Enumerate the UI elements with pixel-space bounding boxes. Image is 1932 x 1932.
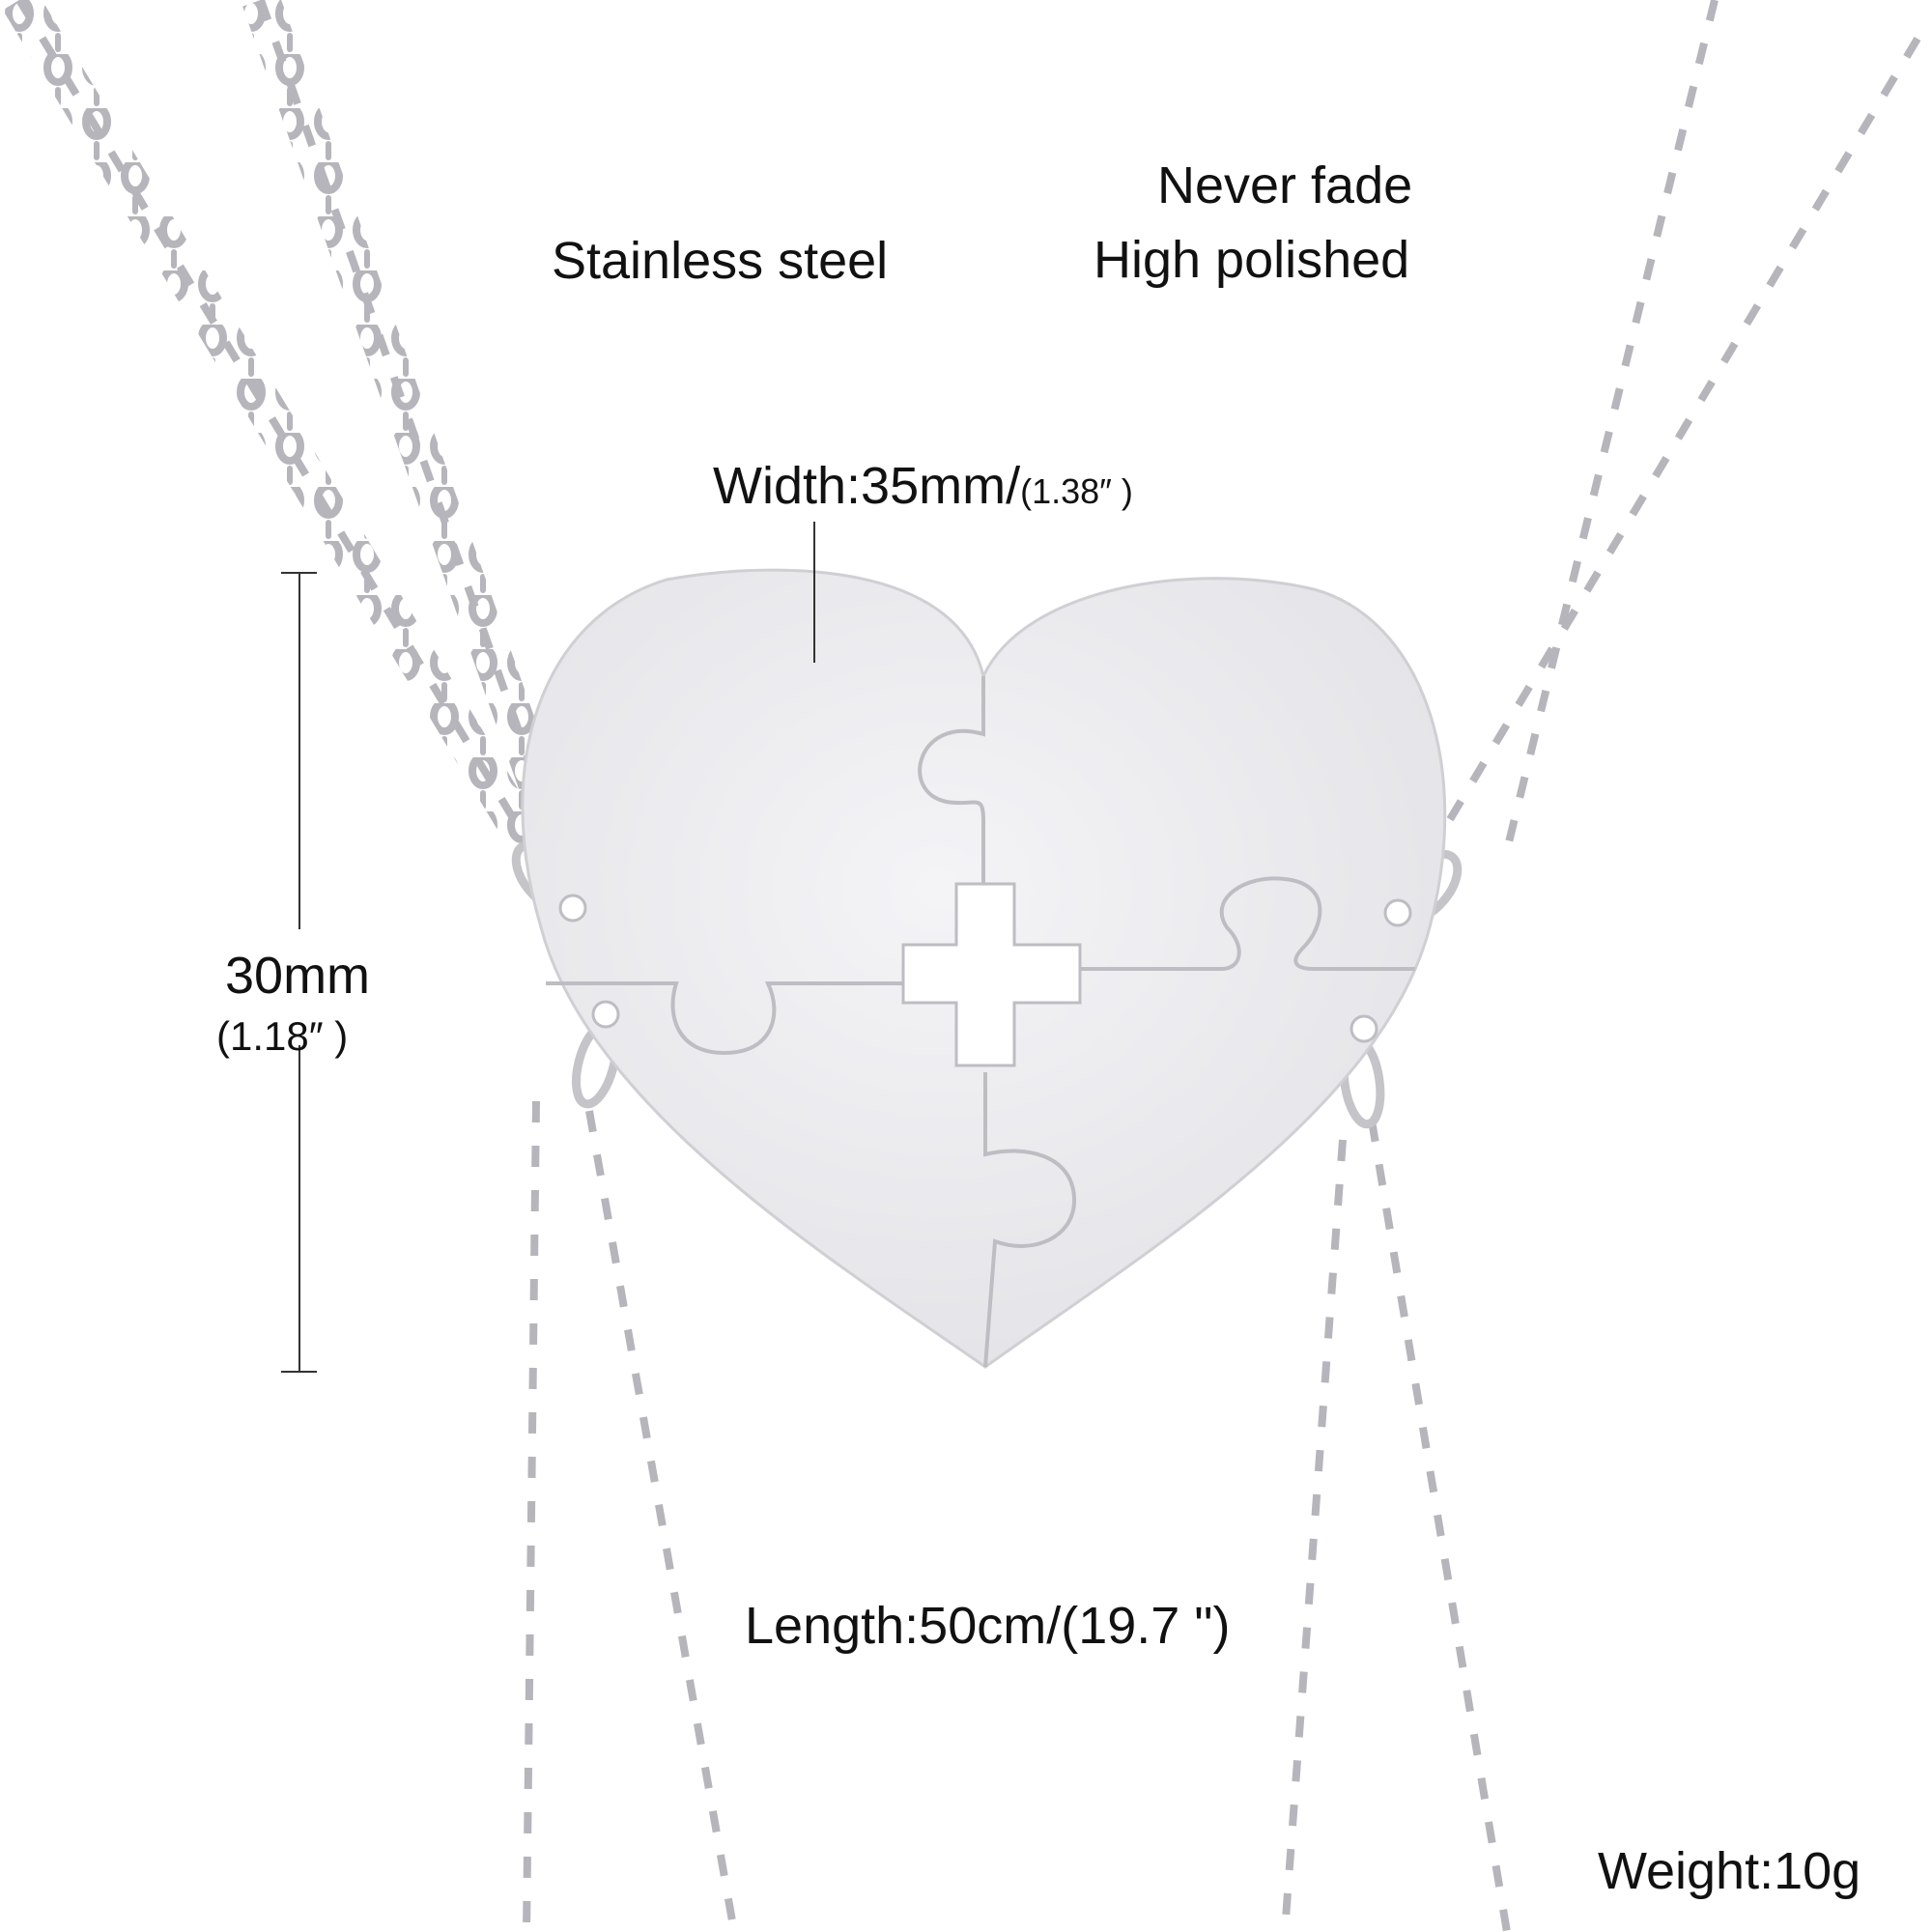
material-label: Stainless steel <box>552 232 889 290</box>
height-dimension-line <box>281 572 317 1373</box>
width-label: Width:35mm/(1.38″ ) <box>713 460 1133 512</box>
heart-puzzle-pendant <box>521 568 1447 1369</box>
upper-left-chains <box>2 0 569 851</box>
width-metric: Width:35mm/ <box>713 457 1021 515</box>
width-inches: (1.38″ ) <box>1020 471 1133 511</box>
upper-right-chains <box>1416 0 1921 872</box>
height-inches: (1.18″ ) <box>216 1013 349 1059</box>
lower-chains <box>523 1100 1511 1932</box>
feature-never-fade: Never fade <box>1157 156 1413 214</box>
feature-high-polished: High polished <box>1094 231 1410 289</box>
length-label: Length:50cm/(19.7 ") <box>745 1597 1231 1655</box>
height-metric: 30mm <box>225 947 371 1005</box>
weight-label: Weight:10g <box>1598 1842 1861 1900</box>
